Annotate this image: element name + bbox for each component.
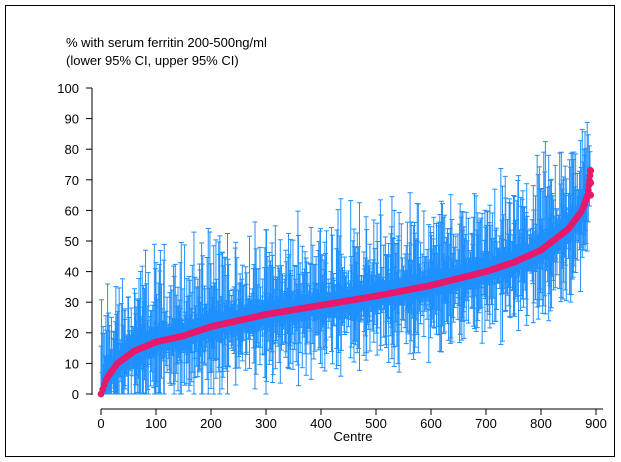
x-tick-label: 200 — [200, 416, 222, 431]
x-tick-label: 300 — [255, 416, 277, 431]
x-tick-label: 400 — [310, 416, 332, 431]
y-tick-label: 80 — [65, 142, 79, 157]
x-tick-label: 500 — [365, 416, 387, 431]
x-ticks: 0 100 200 300 400 500 600 700 800 900 — [97, 409, 607, 431]
x-tick-label: 900 — [585, 416, 607, 431]
x-tick-label: 700 — [475, 416, 497, 431]
estimate-point — [586, 191, 595, 199]
estimate-point — [586, 167, 595, 175]
y-tick-label: 60 — [65, 203, 79, 218]
y-tick-label: 90 — [65, 112, 79, 127]
estimate-point — [586, 179, 595, 187]
y-ticks: 0 10 20 30 40 50 60 70 80 90 100 — [57, 81, 92, 402]
y-tick-label: 100 — [57, 81, 79, 96]
y-tick-label: 30 — [65, 295, 79, 310]
x-tick-label: 0 — [97, 416, 104, 431]
y-tick-label: 20 — [65, 326, 79, 341]
y-tick-label: 70 — [65, 173, 79, 188]
y-tick-label: 0 — [72, 387, 79, 402]
x-tick-label: 600 — [420, 416, 442, 431]
y-tick-label: 40 — [65, 265, 79, 280]
estimate-points — [97, 167, 595, 398]
chart-subtitle: (lower 95% CI, upper 95% CI) — [66, 53, 239, 68]
chart-title: % with serum ferritin 200-500ng/ml — [66, 35, 267, 50]
y-tick-label: 10 — [65, 356, 79, 371]
x-tick-label: 800 — [530, 416, 552, 431]
y-tick-label: 50 — [65, 234, 79, 249]
x-tick-label: 100 — [145, 416, 167, 431]
x-axis-label: Centre — [333, 429, 372, 444]
